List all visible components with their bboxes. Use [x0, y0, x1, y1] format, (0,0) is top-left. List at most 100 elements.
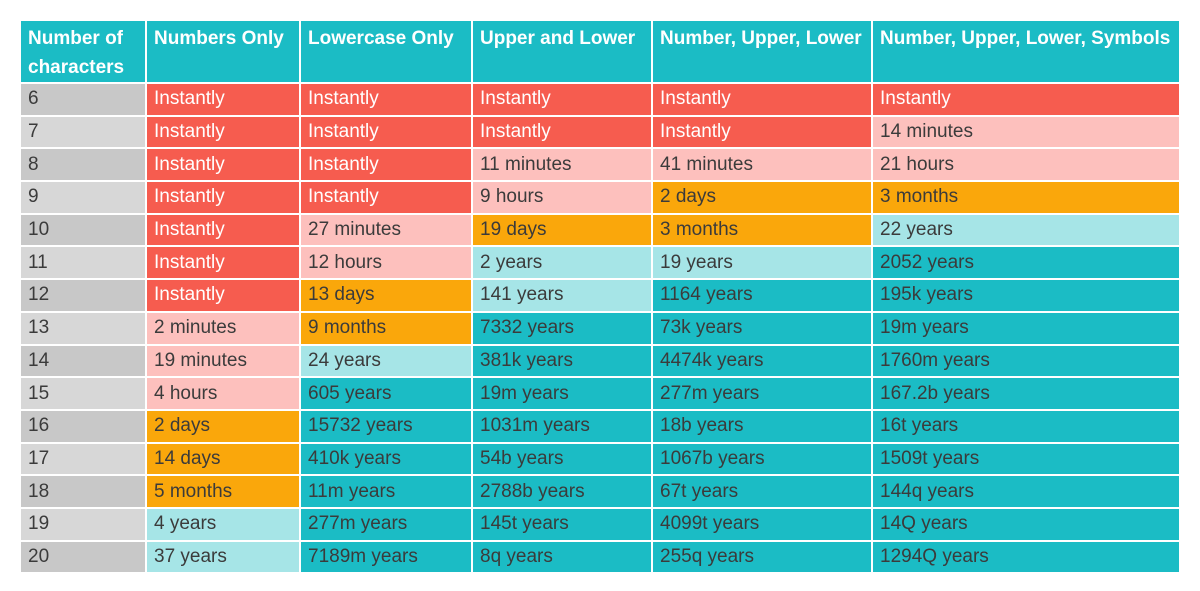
cell-upper-and-lower: 2788b years: [471, 474, 653, 509]
password-crack-time-table: Number of characters Numbers Only Lowerc…: [19, 19, 1181, 575]
cell-number-upper-lower-symbols: 144q years: [871, 474, 1181, 509]
cell-numbers-only: Instantly: [145, 82, 301, 117]
cell-number-upper-lower-symbols: 14Q years: [871, 506, 1181, 542]
cell-lowercase-only: 13 days: [299, 278, 473, 313]
cell-numbers-only: Instantly: [145, 114, 301, 150]
cell-number-upper-lower-symbols: 21 hours: [871, 147, 1181, 183]
cell-numbers-only: Instantly: [145, 212, 301, 248]
cell-lowercase-only: Instantly: [299, 114, 473, 150]
cell-upper-and-lower: 11 minutes: [471, 147, 653, 183]
cell-numbers-only: 4 hours: [145, 376, 301, 411]
cell-upper-and-lower: 8q years: [471, 539, 653, 575]
cell-number-upper-lower-symbols: 16t years: [871, 408, 1181, 444]
cell-number-upper-lower-symbols: 19m years: [871, 310, 1181, 346]
cell-numbers-only: 37 years: [145, 539, 301, 575]
cell-number-upper-lower-symbols: 167.2b years: [871, 376, 1181, 411]
cell-lowercase-only: 7189m years: [299, 539, 473, 575]
cell-lowercase-only: 27 minutes: [299, 212, 473, 248]
cell-number-upper-lower-symbols: 3 months: [871, 180, 1181, 215]
cell-number-upper-lower-symbols: 1760m years: [871, 343, 1181, 379]
header-label: Number, Upper, Lower: [660, 28, 862, 49]
header-label: Numbers Only: [154, 28, 284, 49]
cell-upper-and-lower: Instantly: [471, 114, 653, 150]
cell-number-upper-lower: 1164 years: [651, 278, 873, 313]
table-row: 11 Instantly 12 hours 2 years 19 years 2052 y…: [19, 245, 1181, 281]
row-character-count: 7: [19, 114, 147, 150]
table-row: 10 Instantly 27 minutes 19 days 3 months 22 y…: [19, 212, 1181, 248]
table-row: 14 19 minutes 24 years 381k years 4474k year…: [19, 343, 1181, 379]
table-row: 12 Instantly 13 days 141 years 1164 years 195…: [19, 278, 1181, 313]
table-row: 18 5 months 11m years 2788b years 67t years 1…: [19, 474, 1181, 509]
table-row: 8 Instantly Instantly 11 minutes 41 minutes 2…: [19, 147, 1181, 183]
cell-upper-and-lower: 9 hours: [471, 180, 653, 215]
cell-number-upper-lower: Instantly: [651, 82, 873, 117]
header-lowercase-only: Lowercase Only: [299, 19, 473, 84]
cell-upper-and-lower: 7332 years: [471, 310, 653, 346]
cell-upper-and-lower: 19m years: [471, 376, 653, 411]
cell-number-upper-lower: 277m years: [651, 376, 873, 411]
cell-number-upper-lower-symbols: 2052 years: [871, 245, 1181, 281]
row-character-count: 6: [19, 82, 147, 117]
cell-lowercase-only: 277m years: [299, 506, 473, 542]
table-row: 7 Instantly Instantly Instantly Instantly 14 …: [19, 114, 1181, 150]
cell-number-upper-lower: 19 years: [651, 245, 873, 281]
cell-numbers-only: 14 days: [145, 441, 301, 477]
table-row: 17 14 days 410k years 54b years 1067b years 1…: [19, 441, 1181, 477]
header-label: Upper and Lower: [480, 28, 636, 49]
cell-lowercase-only: Instantly: [299, 82, 473, 117]
table-header: Number of characters Numbers Only Lowerc…: [19, 19, 1181, 84]
row-character-count: 13: [19, 310, 147, 346]
row-character-count: 9: [19, 180, 147, 215]
cell-number-upper-lower-symbols: 22 years: [871, 212, 1181, 248]
row-character-count: 19: [19, 506, 147, 542]
cell-number-upper-lower: 3 months: [651, 212, 873, 248]
cell-number-upper-lower-symbols: 1294Q years: [871, 539, 1181, 575]
cell-number-upper-lower: 73k years: [651, 310, 873, 346]
cell-lowercase-only: 24 years: [299, 343, 473, 379]
cell-numbers-only: 5 months: [145, 474, 301, 509]
cell-number-upper-lower-symbols: 1509t years: [871, 441, 1181, 477]
row-character-count: 17: [19, 441, 147, 477]
cell-upper-and-lower: 2 years: [471, 245, 653, 281]
row-character-count: 8: [19, 147, 147, 183]
cell-number-upper-lower-symbols: 195k years: [871, 278, 1181, 313]
cell-upper-and-lower: 19 days: [471, 212, 653, 248]
cell-number-upper-lower: 4474k years: [651, 343, 873, 379]
cell-numbers-only: 2 minutes: [145, 310, 301, 346]
cell-lowercase-only: Instantly: [299, 147, 473, 183]
header-number-of-characters: Number of characters: [19, 19, 147, 84]
cell-numbers-only: Instantly: [145, 147, 301, 183]
table-row: 13 2 minutes 9 months 7332 years 73k years 19…: [19, 310, 1181, 346]
header-label: Lowercase Only: [308, 28, 454, 49]
cell-numbers-only: Instantly: [145, 278, 301, 313]
table-row: 9 Instantly Instantly 9 hours 2 days 3 months: [19, 180, 1181, 215]
cell-upper-and-lower: 145t years: [471, 506, 653, 542]
row-character-count: 14: [19, 343, 147, 379]
cell-upper-and-lower: 54b years: [471, 441, 653, 477]
cell-number-upper-lower: Instantly: [651, 114, 873, 150]
cell-number-upper-lower-symbols: Instantly: [871, 82, 1181, 117]
cell-numbers-only: 19 minutes: [145, 343, 301, 379]
header-label: Number of characters: [28, 28, 125, 78]
header-numbers-only: Numbers Only: [145, 19, 301, 84]
header-upper-and-lower: Upper and Lower: [471, 19, 653, 84]
cell-number-upper-lower: 255q years: [651, 539, 873, 575]
cell-upper-and-lower: 381k years: [471, 343, 653, 379]
cell-lowercase-only: 15732 years: [299, 408, 473, 444]
row-character-count: 16: [19, 408, 147, 444]
cell-lowercase-only: Instantly: [299, 180, 473, 215]
header-row: Number of characters Numbers Only Lowerc…: [19, 19, 1181, 84]
table-body: 6 Instantly Instantly Instantly Instantly Ins…: [19, 82, 1181, 575]
cell-number-upper-lower: 41 minutes: [651, 147, 873, 183]
cell-number-upper-lower: 2 days: [651, 180, 873, 215]
cell-upper-and-lower: 1031m years: [471, 408, 653, 444]
cell-numbers-only: Instantly: [145, 180, 301, 215]
header-number-upper-lower: Number, Upper, Lower: [651, 19, 873, 84]
cell-lowercase-only: 9 months: [299, 310, 473, 346]
cell-number-upper-lower-symbols: 14 minutes: [871, 114, 1181, 150]
cell-number-upper-lower: 1067b years: [651, 441, 873, 477]
row-character-count: 15: [19, 376, 147, 411]
header-label: Number, Upper, Lower, Symbols: [880, 28, 1171, 49]
cell-numbers-only: Instantly: [145, 245, 301, 281]
row-character-count: 20: [19, 539, 147, 575]
